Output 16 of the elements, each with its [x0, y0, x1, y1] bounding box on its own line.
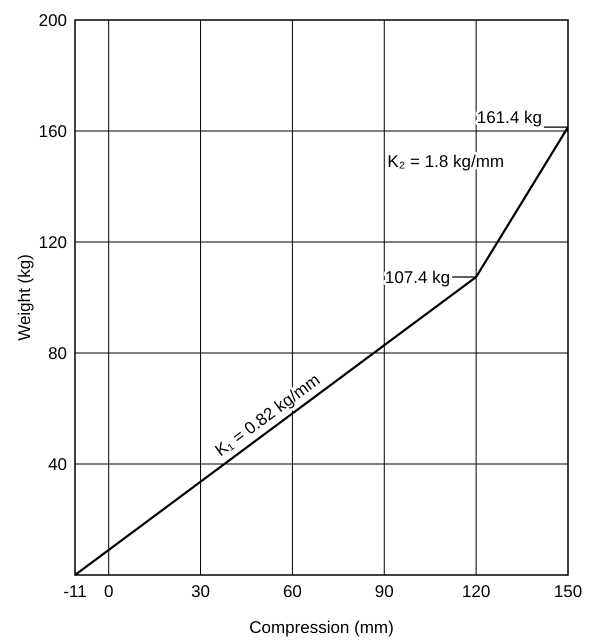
x-tick-label: 0	[104, 582, 114, 601]
y-tick-label: 80	[48, 344, 67, 363]
y-tick-label: 160	[38, 122, 67, 141]
y-tick-label: 200	[38, 11, 67, 30]
x-tick-label: -11	[63, 582, 87, 601]
x-tick-label: 150	[554, 582, 582, 601]
x-tick-label: 60	[282, 582, 302, 601]
x-axis-title: Compression (mm)	[249, 618, 394, 637]
y-tick-label: 120	[38, 233, 67, 252]
x-tick-label: 90	[374, 582, 394, 601]
y-tick-label: 40	[48, 455, 67, 474]
x-tick-label: 30	[191, 582, 210, 601]
x-tick-label: 120	[462, 582, 490, 601]
annotation: 107.4 kg	[384, 268, 450, 287]
annotation: 161.4 kg	[476, 108, 542, 128]
y-axis-title: Weight (kg)	[15, 254, 34, 341]
